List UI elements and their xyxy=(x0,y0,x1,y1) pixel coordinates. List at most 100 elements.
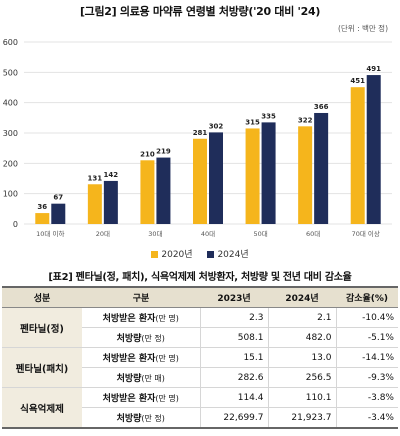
data-label: 302 xyxy=(209,122,224,130)
unit-note: (단위 : 백만 정) xyxy=(337,24,388,33)
item-unit: (만 명) xyxy=(155,394,179,403)
figure-title: [그림2] 의료용 마약류 연령별 처방량('20 대비 '24) xyxy=(79,5,321,18)
value-2024-cell: 110.1 xyxy=(268,387,337,408)
table-row: 처방량(만 정) 508.1 482.0 -5.1% xyxy=(2,327,398,348)
value-2023-cell: 15.1 xyxy=(200,347,269,368)
header-2024: 2024년 xyxy=(268,286,336,308)
bar xyxy=(103,180,118,224)
header-category: 성분 xyxy=(2,286,82,308)
table-row: 처방량(만 매) 282.6 256.5 -9.3% xyxy=(2,367,398,388)
value-2024-cell: 21,923.7 xyxy=(268,407,337,429)
rate-cell: -14.1% xyxy=(336,347,398,368)
y-tick-label: 0 xyxy=(13,220,18,229)
drug-cell: 펜타닐(정) xyxy=(2,307,82,348)
bar-chart: 0 100 200 300 400 500 600 36 67 10대 이하 131 142 20대 21… xyxy=(3,38,392,238)
bar xyxy=(209,132,223,224)
data-label: 491 xyxy=(366,65,381,73)
rate-cell: -5.1% xyxy=(336,327,398,348)
legend-label-2024: 2024년 xyxy=(217,250,249,260)
rate-cell: -3.8% xyxy=(336,387,398,408)
x-tick-label: 10대 이하 xyxy=(36,229,64,238)
item-cell: 처방받은 환자(만 명) xyxy=(82,387,201,408)
data-table: 성분 구분 2023년 2024년 감소율(%) 펜타닐(정) 처방받은 환자(… xyxy=(2,286,398,429)
bar xyxy=(51,203,66,224)
x-tick-label: 60대 xyxy=(306,230,320,238)
value-2024-cell: 482.0 xyxy=(268,327,337,348)
item-label: 처방받은 환자 xyxy=(102,394,156,404)
value-2023-cell: 22,699.7 xyxy=(200,407,269,429)
data-label: 366 xyxy=(314,103,329,111)
y-tick-label: 100 xyxy=(3,190,18,199)
data-label: 322 xyxy=(298,116,313,124)
bar xyxy=(298,126,313,224)
table-title: [표2] 펜타닐(정, 패치), 식욕억제제 처방환자, 처방량 및 전년 대비… xyxy=(48,272,352,283)
item-cell: 처방량(만 정) xyxy=(82,407,201,429)
y-tick-label: 400 xyxy=(3,99,18,108)
item-label: 처방량 xyxy=(116,414,142,424)
bar xyxy=(193,138,207,224)
legend-label-2020: 2020년 xyxy=(161,250,193,260)
legend-swatch-2024 xyxy=(207,251,215,258)
value-2024-cell: 256.5 xyxy=(268,367,337,388)
value-2023-cell: 508.1 xyxy=(200,327,269,348)
bar xyxy=(350,87,365,224)
item-label: 처방량 xyxy=(116,334,142,344)
bar xyxy=(261,122,276,224)
bar xyxy=(140,160,155,224)
drug-cell: 식욕억제제 xyxy=(2,387,82,429)
item-label: 처방받은 환자 xyxy=(102,354,156,364)
item-cell: 처방받은 환자(만 명) xyxy=(82,307,201,328)
bar xyxy=(366,75,381,225)
value-2024-cell: 2.1 xyxy=(268,307,337,328)
item-cell: 처방량(만 정) xyxy=(82,327,201,348)
y-tick-label: 500 xyxy=(3,68,18,77)
value-2023-cell: 2.3 xyxy=(200,307,269,328)
data-label: 335 xyxy=(261,112,276,120)
value-2023-cell: 114.4 xyxy=(200,387,269,408)
rate-cell: -3.4% xyxy=(336,407,398,429)
bar xyxy=(87,184,102,224)
y-tick-label: 200 xyxy=(3,159,18,168)
table-row: 펜타닐(패치) 처방받은 환자(만 명) 15.1 13.0 -14.1% xyxy=(2,347,398,388)
legend-swatch-2020 xyxy=(151,251,159,258)
rate-cell: -9.3% xyxy=(336,367,398,388)
table-row: 처방량(만 정) 22,699.7 21,923.7 -3.4% xyxy=(2,407,398,429)
data-label: 142 xyxy=(104,171,119,179)
data-label: 281 xyxy=(193,129,208,137)
bar xyxy=(156,157,171,224)
y-tick-label: 300 xyxy=(3,129,18,138)
item-unit: (만 명) xyxy=(155,354,179,363)
data-label: 210 xyxy=(140,150,155,158)
value-2024-cell: 13.0 xyxy=(268,347,337,368)
data-label: 36 xyxy=(37,203,47,211)
x-tick-label: 20대 xyxy=(96,230,110,238)
table-header-row: 성분 구분 2023년 2024년 감소율(%) xyxy=(2,286,398,308)
drug-cell: 펜타닐(패치) xyxy=(2,347,82,388)
y-tick-label: 600 xyxy=(3,38,18,47)
rate-cell: -10.4% xyxy=(336,307,398,328)
header-2023: 2023년 xyxy=(200,286,268,308)
item-label: 처방받은 환자 xyxy=(102,314,156,324)
item-unit: (만 정) xyxy=(141,334,165,343)
chart-legend: 2020년 2024년 xyxy=(0,247,400,260)
data-label: 131 xyxy=(88,174,103,182)
bar xyxy=(245,128,260,224)
item-unit: (만 명) xyxy=(155,314,179,323)
x-tick-label: 70대 이상 xyxy=(352,229,380,238)
item-unit: (만 매) xyxy=(141,374,165,383)
bar xyxy=(35,213,50,224)
data-label: 451 xyxy=(350,77,365,85)
value-2023-cell: 282.6 xyxy=(200,367,269,388)
legend-item-2020: 2020년 xyxy=(151,247,193,260)
item-unit: (만 정) xyxy=(141,414,165,423)
data-label: 315 xyxy=(245,118,260,126)
bar xyxy=(314,112,329,224)
item-label: 처방량 xyxy=(116,374,142,384)
x-tick-label: 30대 xyxy=(148,230,162,238)
table-row: 펜타닐(정) 처방받은 환자(만 명) 2.3 2.1 -10.4% xyxy=(2,307,398,348)
header-item: 구분 xyxy=(82,286,200,308)
data-label: 67 xyxy=(53,194,63,202)
item-cell: 처방받은 환자(만 명) xyxy=(82,347,201,368)
data-label: 219 xyxy=(156,148,171,156)
x-tick-label: 40대 xyxy=(201,230,215,238)
